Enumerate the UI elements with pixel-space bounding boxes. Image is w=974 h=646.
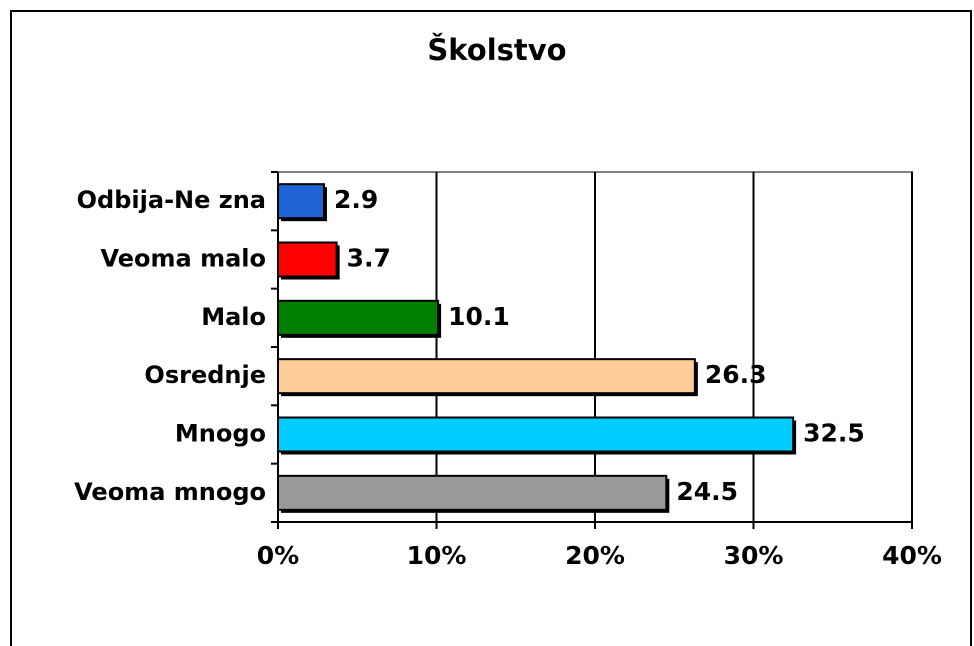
y-tick-label: Veoma malo <box>100 245 266 273</box>
value-label: 32.5 <box>803 419 865 448</box>
bar <box>277 358 696 395</box>
chart-frame <box>10 10 972 646</box>
value-label: 24.5 <box>676 477 738 506</box>
y-tick-label: Odbija-Ne zna <box>77 186 266 214</box>
y-tick-label: Osrednje <box>144 361 266 389</box>
bar <box>277 299 440 336</box>
chart-title: Školstvo <box>427 33 566 67</box>
bar <box>277 474 668 511</box>
x-tick-label: 30% <box>724 541 784 570</box>
y-tick-label: Malo <box>201 303 266 331</box>
value-label: 3.7 <box>347 244 391 273</box>
value-label: 2.9 <box>334 185 378 214</box>
x-tick-label: 20% <box>565 541 625 570</box>
x-tick-label: 40% <box>882 541 942 570</box>
bar <box>277 183 325 220</box>
bar <box>277 416 795 453</box>
x-tick-label: 0% <box>257 541 299 570</box>
value-label: 10.1 <box>448 302 510 331</box>
value-label: 26.3 <box>705 360 767 389</box>
bar <box>277 241 338 278</box>
y-tick-label: Veoma mnogo <box>74 478 266 506</box>
x-tick-label: 10% <box>407 541 467 570</box>
y-tick-label: Mnogo <box>175 420 266 448</box>
